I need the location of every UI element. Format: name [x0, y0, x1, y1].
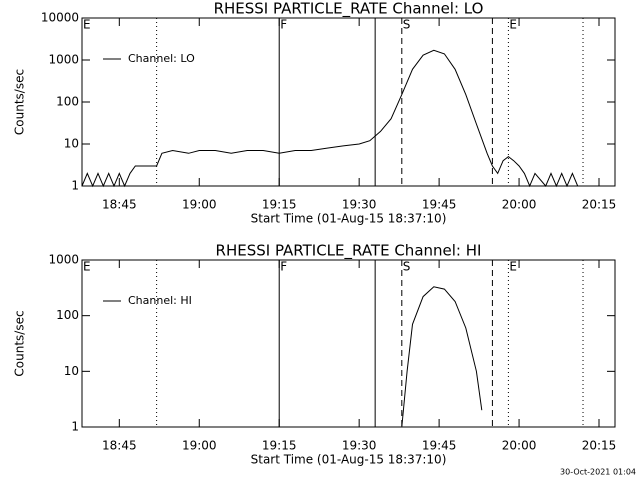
x-tick-label: 19:00: [182, 198, 217, 212]
x-tick-label: 19:45: [422, 198, 457, 212]
series-line: [401, 286, 483, 428]
x-tick-label: 20:15: [582, 439, 617, 453]
marker-label: E: [509, 18, 517, 32]
y-tick-label: 100: [56, 308, 79, 322]
marker-label: F: [280, 260, 287, 274]
y-tick-label: 10: [64, 137, 79, 151]
y-tick-label: 1000: [48, 253, 79, 267]
chart-title: RHESSI PARTICLE_RATE Channel: HI: [216, 242, 482, 261]
y-axis-label: Counts/sec: [13, 69, 27, 135]
y-tick-label: 10000: [41, 11, 79, 25]
marker-label: E: [83, 18, 91, 32]
x-tick-label: 19:30: [342, 198, 377, 212]
x-tick-label: 19:15: [262, 198, 297, 212]
marker-label: S: [403, 18, 411, 32]
x-tick-label: 19:00: [182, 439, 217, 453]
x-tick-label: 18:45: [102, 439, 137, 453]
marker-label: S: [403, 260, 411, 274]
series-line: [81, 49, 579, 188]
x-tick-label: 19:15: [262, 439, 297, 453]
marker-label: E: [509, 260, 517, 274]
legend-label: Channel: LO: [128, 52, 195, 65]
x-tick-label: 19:45: [422, 439, 457, 453]
y-tick-label: 100: [56, 95, 79, 109]
legend-label: Channel: HI: [128, 294, 192, 307]
x-tick-label: 19:30: [342, 439, 377, 453]
chart-title: RHESSI PARTICLE_RATE Channel: LO: [214, 0, 484, 19]
x-tick-label: 18:45: [102, 198, 137, 212]
y-tick-label: 1000: [48, 53, 79, 67]
y-tick-label: 1: [71, 179, 79, 193]
x-tick-label: 20:00: [502, 439, 537, 453]
x-tick-label: 20:00: [502, 198, 537, 212]
x-axis-label: Start Time (01-Aug-15 18:37:10): [251, 212, 447, 226]
y-tick-label: 1: [71, 420, 79, 434]
x-axis-label: Start Time (01-Aug-15 18:37:10): [251, 453, 447, 467]
marker-label: E: [83, 260, 91, 274]
plot-frame: [81, 259, 616, 428]
x-tick-label: 20:15: [582, 198, 617, 212]
footer: 30-Oct-2021 01:04: [560, 468, 636, 477]
marker-label: F: [280, 18, 287, 32]
y-tick-label: 10: [64, 364, 79, 378]
y-axis-label: Counts/sec: [13, 310, 27, 376]
